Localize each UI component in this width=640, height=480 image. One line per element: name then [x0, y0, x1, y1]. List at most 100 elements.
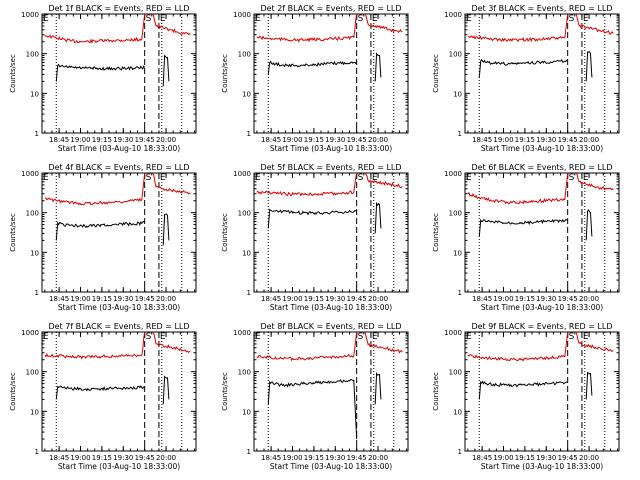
x-tick-label: 19:30	[113, 295, 133, 303]
marker-label: S	[569, 332, 575, 342]
marker-label: S	[146, 332, 152, 342]
events-series-line	[55, 220, 146, 241]
lld-series-line	[256, 172, 358, 197]
marker-label: E	[372, 173, 378, 183]
y-tick-label: 10	[242, 90, 251, 98]
marker-label: E	[466, 14, 472, 24]
y-tick-label: 10	[242, 408, 251, 416]
x-tick-label: 19:45	[135, 295, 155, 303]
x-tick-label: 19:00	[493, 136, 513, 144]
events-series-line	[374, 201, 382, 234]
y-tick-label: 1	[247, 289, 251, 297]
x-tick-label: 19:00	[70, 454, 90, 462]
marker-label: E	[466, 173, 472, 183]
x-tick-label: 19:30	[325, 295, 345, 303]
x-tick-label: 18:45	[261, 136, 281, 144]
x-axis-label: Start Time (03-Aug-10 18:33:00)	[270, 303, 392, 312]
detector-panel: 1 10 100 1000 18:45 19:00 19:15 19:30 19:45 20:00…	[432, 322, 620, 471]
x-axis-label: Start Time (03-Aug-10 18:33:00)	[481, 144, 603, 153]
x-tick-label: 19:45	[558, 136, 578, 144]
detector-panel: 1 10 100 1000 18:45 19:00 19:15 19:30 19:45 20:00…	[9, 4, 197, 153]
y-axis-label: Counts/sec	[9, 372, 17, 411]
marker-label: S	[358, 173, 364, 183]
y-tick-label: 1000	[444, 11, 462, 19]
x-tick-label: 19:15	[92, 454, 112, 462]
y-tick-label: 1	[247, 130, 251, 138]
x-tick-label: 19:45	[135, 454, 155, 462]
x-tick-label: 20:00	[579, 295, 599, 303]
x-tick-label: 20:00	[156, 295, 176, 303]
lld-series-line	[152, 331, 191, 353]
events-series-line	[374, 371, 382, 405]
y-tick-label: 10	[242, 249, 251, 257]
x-tick-label: 19:30	[113, 136, 133, 144]
events-series-line	[55, 63, 146, 82]
x-tick-label: 19:15	[304, 136, 324, 144]
marker-label: E	[160, 332, 166, 342]
plot-frame	[464, 172, 620, 293]
y-tick-label: 1000	[444, 329, 462, 337]
lld-series-line	[364, 172, 403, 189]
panel-title: Det 3f BLACK = Events, RED = LLD	[471, 4, 612, 13]
x-tick-label: 19:15	[515, 136, 535, 144]
y-tick-label: 10	[453, 408, 462, 416]
x-tick-label: 18:45	[472, 136, 492, 144]
y-tick-label: 100	[238, 210, 251, 218]
y-tick-label: 1000	[444, 170, 462, 178]
marker-label: E	[583, 173, 589, 183]
plot-frame	[464, 331, 620, 452]
detector-panel: 1 10 100 1000 18:45 19:00 19:15 19:30 19:45 20:00…	[221, 163, 409, 312]
events-series-line	[162, 375, 170, 405]
panel-title: Det 7f BLACK = Events, RED = LLD	[48, 322, 189, 331]
events-series-line	[478, 380, 568, 400]
lld-series-line	[364, 331, 403, 354]
y-axis-label: Counts/sec	[9, 213, 17, 252]
marker-label: S	[569, 14, 575, 24]
x-tick-label: 19:15	[92, 136, 112, 144]
y-tick-label: 1000	[233, 170, 251, 178]
x-tick-label: 20:00	[579, 136, 599, 144]
detector-panel: 1 10 100 1000 18:45 19:00 19:15 19:30 19:45 20:00…	[221, 322, 409, 471]
lld-series-line	[44, 331, 146, 360]
marker-label: E	[43, 14, 49, 24]
y-tick-label: 100	[449, 369, 462, 377]
panel-title: Det 9f BLACK = Events, RED = LLD	[471, 322, 612, 331]
plot-frame	[253, 13, 409, 134]
marker-label: E	[466, 332, 472, 342]
y-axis-label: Counts/sec	[432, 213, 440, 252]
x-axis-label: Start Time (03-Aug-10 18:33:00)	[481, 303, 603, 312]
detector-panel: 1 10 100 1000 18:45 19:00 19:15 19:30 19:45 20:00…	[9, 163, 197, 312]
x-tick-label: 19:15	[515, 454, 535, 462]
x-tick-label: 18:45	[49, 295, 69, 303]
lld-series-line	[44, 13, 146, 44]
events-series-line	[585, 209, 593, 241]
marker-label: S	[358, 332, 364, 342]
x-tick-label: 19:45	[347, 136, 367, 144]
detector-panel: 1 10 100 1000 18:45 19:00 19:15 19:30 19:45 20:00…	[9, 322, 197, 471]
marker-label: E	[583, 332, 589, 342]
x-tick-label: 19:30	[325, 454, 345, 462]
panel-title: Det 2f BLACK = Events, RED = LLD	[260, 4, 401, 13]
marker-label: S	[569, 173, 575, 183]
marker-label: E	[43, 332, 49, 342]
x-axis-label: Start Time (03-Aug-10 18:33:00)	[270, 144, 392, 153]
lld-series-line	[575, 331, 614, 352]
marker-label: E	[160, 14, 166, 24]
panel-title: Det 8f BLACK = Events, RED = LLD	[260, 322, 401, 331]
y-tick-label: 1	[35, 289, 39, 297]
events-series-line	[478, 58, 568, 78]
y-axis-label: Counts/sec	[432, 372, 440, 411]
x-tick-label: 20:00	[368, 136, 388, 144]
x-tick-label: 19:00	[70, 295, 90, 303]
y-tick-label: 1	[458, 130, 462, 138]
y-axis-label: Counts/sec	[221, 54, 229, 93]
x-tick-label: 19:45	[347, 454, 367, 462]
x-tick-label: 19:15	[304, 295, 324, 303]
detector-panel: 1 10 100 1000 18:45 19:00 19:15 19:30 19:45 20:00…	[221, 4, 409, 153]
x-tick-label: 19:15	[515, 295, 535, 303]
x-tick-label: 20:00	[579, 454, 599, 462]
lld-series-line	[575, 13, 614, 35]
x-tick-label: 18:45	[472, 454, 492, 462]
lld-series-line	[152, 172, 191, 195]
